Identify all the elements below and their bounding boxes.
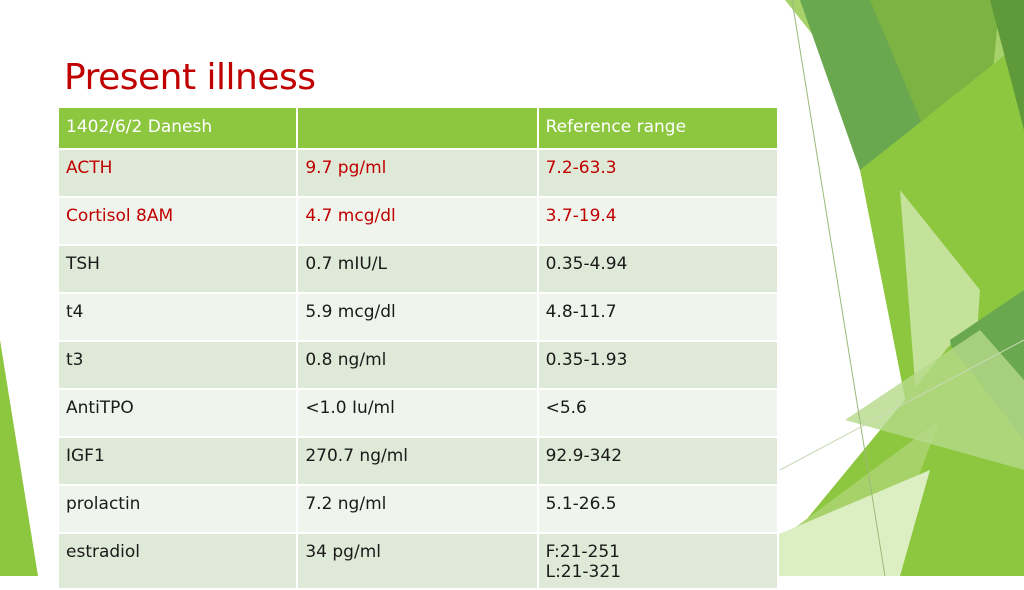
test-value: 34 pg/ml [296,532,539,590]
test-range: 4.8-11.7 [536,292,780,342]
table-row: Cortisol 8AM 4.7 mcg/dl 3.7-19.4 [56,196,780,246]
test-value: 0.8 ng/ml [296,340,539,390]
test-name: Cortisol 8AM [56,196,299,246]
header-date-patient: 1402/6/2 Danesh [56,106,299,150]
test-range: 0.35-1.93 [536,340,780,390]
table-row: prolactin 7.2 ng/ml 5.1-26.5 [56,484,780,534]
table-row: IGF1 270.7 ng/ml 92.9-342 [56,436,780,486]
green-facet-decoration [0,0,1024,576]
table-row: estradiol 34 pg/ml F:21-251 L:21-321 [56,532,780,590]
range-female: F:21-251 [545,542,620,562]
test-value: 270.7 ng/ml [296,436,539,486]
test-range: 0.35-4.94 [536,244,780,294]
test-name: t3 [56,340,299,390]
header-reference-range: Reference range [536,106,780,150]
test-name: ACTH [56,148,299,198]
test-range: 7.2-63.3 [536,148,780,198]
table-row: t3 0.8 ng/ml 0.35-1.93 [56,340,780,390]
range-luteal: L:21-321 [545,562,622,582]
test-range: 3.7-19.4 [536,196,780,246]
test-name: estradiol [56,532,299,590]
test-range: <5.6 [536,388,780,438]
test-range: F:21-251 L:21-321 [536,532,780,590]
test-name: TSH [56,244,299,294]
test-range: 5.1-26.5 [536,484,780,534]
table-row: AntiTPO <1.0 Iu/ml <5.6 [56,388,780,438]
table-row: TSH 0.7 mIU/L 0.35-4.94 [56,244,780,294]
page-title: Present illness [64,57,316,98]
test-name: t4 [56,292,299,342]
table-row: t4 5.9 mcg/dl 4.8-11.7 [56,292,780,342]
test-value: 5.9 mcg/dl [296,292,539,342]
test-value: 4.7 mcg/dl [296,196,539,246]
test-name: IGF1 [56,436,299,486]
test-value: <1.0 Iu/ml [296,388,539,438]
table-row: ACTH 9.7 pg/ml 7.2-63.3 [56,148,780,198]
test-name: AntiTPO [56,388,299,438]
test-range: 92.9-342 [536,436,780,486]
test-value: 7.2 ng/ml [296,484,539,534]
table-header-row: 1402/6/2 Danesh Reference range [56,106,780,150]
test-name: prolactin [56,484,299,534]
test-value: 9.7 pg/ml [296,148,539,198]
lab-results-table: 1402/6/2 Danesh Reference range ACTH 9.7… [56,106,780,590]
header-value [296,106,539,150]
test-value: 0.7 mIU/L [296,244,539,294]
